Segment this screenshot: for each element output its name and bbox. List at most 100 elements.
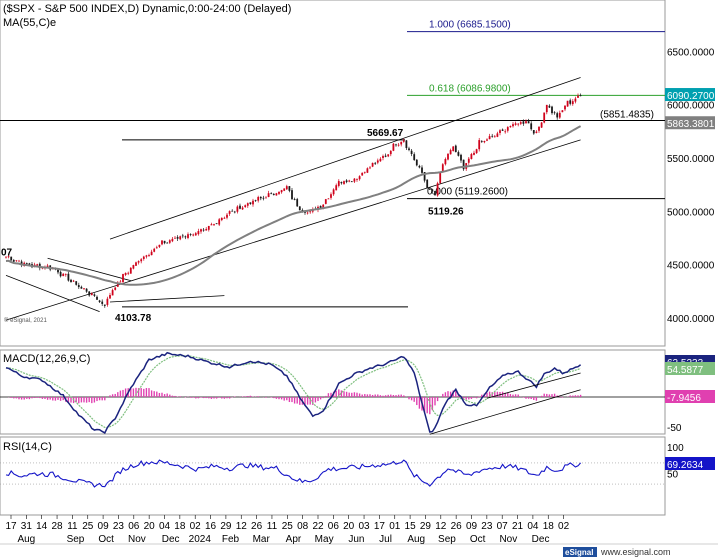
- candle-body: [181, 235, 184, 237]
- candle-body: [376, 160, 379, 163]
- x-tick-label: 09: [466, 521, 478, 532]
- x-month-label: Dec: [162, 534, 180, 545]
- candle-body: [129, 267, 132, 274]
- candle-body: [358, 176, 361, 180]
- x-tick-label: 17: [374, 521, 386, 532]
- candle-body: [187, 234, 189, 238]
- candle-body: [462, 159, 465, 170]
- candle-body: [395, 144, 397, 146]
- macd-value-tag: 54.5877: [667, 365, 704, 376]
- candle-body: [249, 202, 252, 205]
- candle-body: [18, 260, 20, 262]
- candle-body: [285, 186, 288, 190]
- fib-label-1: 0.618 (6086.9800): [429, 83, 511, 94]
- candle-body: [275, 193, 278, 196]
- candle-body: [387, 154, 390, 157]
- candle-body: [228, 211, 231, 214]
- candle-body: [233, 211, 236, 213]
- candle-body: [239, 205, 241, 209]
- candle-body: [309, 211, 312, 213]
- candle-body: [93, 294, 96, 296]
- last-price-tag: 6090.2700: [667, 91, 715, 102]
- candle-body: [207, 225, 210, 230]
- candle-body: [80, 286, 83, 289]
- candle-body: [431, 189, 434, 192]
- candle-body: [447, 153, 449, 160]
- candle-body: [551, 106, 553, 114]
- candle-body: [67, 273, 70, 281]
- candle-body: [262, 197, 265, 199]
- candle-body: [148, 255, 150, 256]
- candle-body: [436, 183, 439, 196]
- candle-body: [569, 100, 572, 104]
- candle-body: [98, 300, 101, 302]
- macd-signal-line: [5, 355, 581, 429]
- candle-body: [545, 104, 548, 113]
- x-tick-label: 07: [497, 521, 509, 532]
- wedge-upper: [47, 257, 131, 282]
- candle-body: [150, 251, 153, 256]
- x-tick-label: 17: [5, 521, 17, 532]
- candle-body: [327, 198, 330, 200]
- x-tick-label: 06: [128, 521, 140, 532]
- candle-body: [470, 154, 473, 159]
- candle-body: [205, 229, 208, 231]
- candle-body: [543, 112, 546, 123]
- price-layer: 1.000 (6685.1500) 0.618 (6086.9800) 0.000 …: [0, 20, 665, 324]
- candle-body: [480, 141, 483, 142]
- candle-body: [473, 152, 475, 155]
- base-line: [109, 295, 225, 303]
- candle-body: [535, 131, 538, 133]
- candle-body: [5, 256, 7, 258]
- x-tick-label: 12: [435, 521, 447, 532]
- x-month-label: Mar: [253, 534, 271, 545]
- candle-body: [202, 229, 205, 231]
- candle-body: [140, 259, 143, 262]
- candle-body: [350, 181, 353, 183]
- candle-body: [538, 126, 540, 131]
- price-axis-tick: 6000.0000: [667, 101, 715, 112]
- wedge-lower: [5, 274, 100, 312]
- x-tick-label: 26: [451, 521, 463, 532]
- candle-body: [439, 172, 442, 184]
- watermark: © eSignal, 2021: [4, 317, 47, 324]
- x-tick-label: 23: [113, 521, 125, 532]
- candle-body: [400, 141, 403, 145]
- candle-body: [444, 159, 447, 165]
- candle-body: [571, 101, 574, 105]
- x-tick-label: 26: [251, 521, 263, 532]
- candle-body: [291, 190, 293, 200]
- candle-body: [64, 274, 67, 276]
- candle-body: [226, 214, 228, 218]
- candle-body: [306, 212, 309, 214]
- candle-body: [220, 217, 223, 221]
- rsi-value-tag-bg: [665, 457, 715, 470]
- candle-body: [527, 121, 530, 124]
- candle-body: [7, 256, 10, 258]
- candle-body: [413, 154, 416, 160]
- candle-body: [161, 240, 163, 245]
- candle-body: [486, 139, 488, 141]
- candle-body: [384, 155, 387, 157]
- candle-body: [410, 150, 413, 155]
- candle-body: [467, 158, 470, 163]
- macd-hist-tag: -7.9456: [667, 393, 701, 404]
- candle-body: [28, 263, 31, 265]
- candle-body: [62, 273, 65, 277]
- x-tick-label: 25: [282, 521, 294, 532]
- candle-body: [189, 234, 192, 235]
- candle-body: [514, 123, 517, 125]
- candle-body: [392, 143, 395, 151]
- candle-body: [488, 136, 491, 140]
- candle-body: [374, 162, 377, 164]
- candle-body: [127, 272, 130, 274]
- candle-body: [200, 229, 202, 232]
- candle-body: [85, 288, 88, 292]
- candle-body: [340, 182, 343, 184]
- candle-body: [449, 150, 452, 155]
- candle-body: [272, 193, 275, 195]
- candle-body: [278, 191, 280, 194]
- candle-body: [265, 197, 267, 199]
- candle-body: [460, 154, 462, 161]
- candle-body: [564, 105, 566, 110]
